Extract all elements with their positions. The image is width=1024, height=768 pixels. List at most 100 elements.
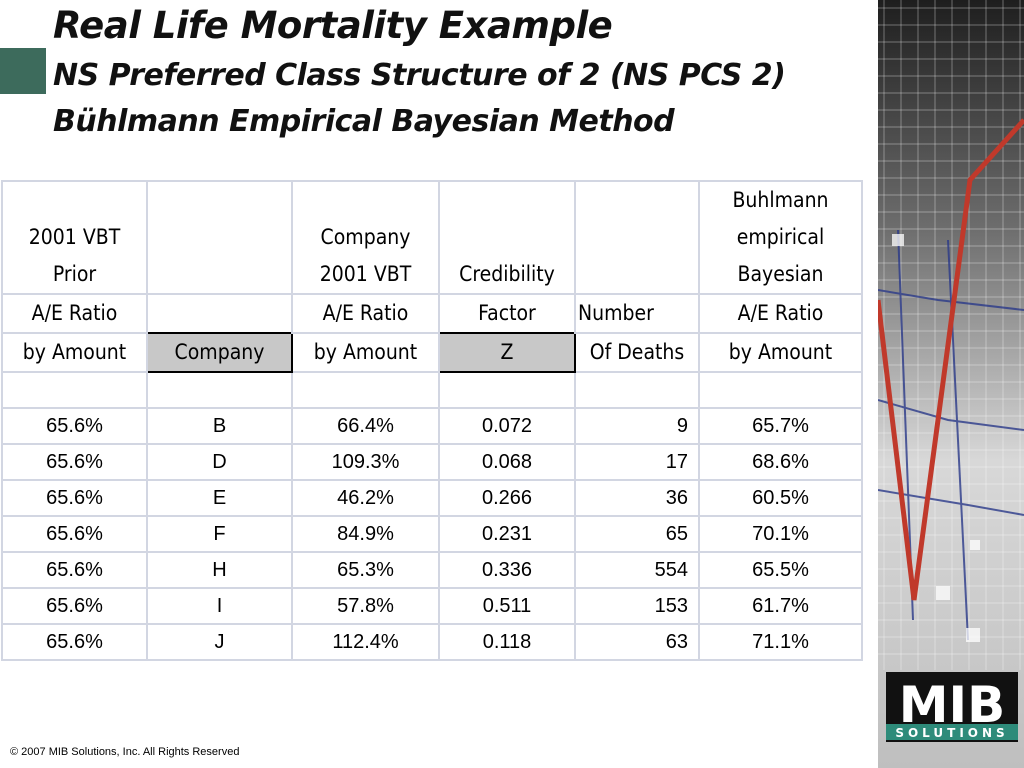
spacer-row bbox=[1, 371, 863, 409]
table-cell: 65.6% bbox=[1, 551, 148, 589]
table-cell: 65.6% bbox=[1, 407, 148, 445]
table-cell: 46.2% bbox=[291, 479, 440, 517]
table-cell: 65.6% bbox=[1, 587, 148, 625]
header-cell bbox=[574, 180, 700, 219]
table-cell: 0.511 bbox=[438, 587, 576, 625]
header-cell: A/E Ratio bbox=[698, 293, 863, 333]
empty-cell bbox=[574, 371, 700, 409]
empty-cell bbox=[698, 371, 863, 409]
header-cell bbox=[146, 219, 293, 256]
table-cell: 68.6% bbox=[698, 443, 863, 481]
header-cell: A/E Ratio bbox=[1, 293, 148, 333]
header-cell: Company bbox=[291, 219, 440, 256]
header-row: 2001 VBT Company empirical bbox=[1, 219, 863, 256]
table-cell: 65 bbox=[574, 515, 700, 553]
table-row: 65.6% E 46.2% 0.266 36 60.5% bbox=[1, 479, 863, 517]
header-cell: A/E Ratio bbox=[291, 293, 440, 333]
empty-cell bbox=[1, 371, 148, 409]
header-cell bbox=[291, 180, 440, 219]
table-cell: 70.1% bbox=[698, 515, 863, 553]
page-subtitle-method: Bühlmann Empirical Bayesian Method bbox=[53, 104, 675, 139]
table-cell: 9 bbox=[574, 407, 700, 445]
header-cell bbox=[438, 180, 576, 219]
chart-grid-graphic: MIB SOLUTIONS bbox=[878, 0, 1024, 768]
table-row: 65.6% D 109.3% 0.068 17 68.6% bbox=[1, 443, 863, 481]
mortality-table: Buhlmann 2001 VBT Company empirical Prio… bbox=[1, 180, 863, 661]
logo-subtext: SOLUTIONS bbox=[895, 726, 1008, 740]
table-cell: I bbox=[146, 587, 293, 625]
header-row: Prior 2001 VBT Credibility Bayesian bbox=[1, 256, 863, 294]
table-cell: 36 bbox=[574, 479, 700, 517]
table-cell: 60.5% bbox=[698, 479, 863, 517]
header-row: Buhlmann bbox=[1, 180, 863, 219]
empty-cell bbox=[291, 371, 440, 409]
table-cell: 153 bbox=[574, 587, 700, 625]
copyright-notice: © 2007 MIB Solutions, Inc. All Rights Re… bbox=[10, 746, 240, 758]
header-cell: by Amount bbox=[1, 332, 148, 373]
header-row: by Amount Company by Amount Z Of Deaths … bbox=[1, 332, 863, 373]
table-cell: 0.072 bbox=[438, 407, 576, 445]
header-row: A/E Ratio A/E Ratio Factor Number A/E Ra… bbox=[1, 293, 863, 333]
table-cell: 0.068 bbox=[438, 443, 576, 481]
header-cell: 2001 VBT bbox=[1, 219, 148, 256]
table-row: 65.6% B 66.4% 0.072 9 65.7% bbox=[1, 407, 863, 445]
table-cell: 84.9% bbox=[291, 515, 440, 553]
header-cell: Buhlmann bbox=[698, 180, 863, 219]
table-cell: 112.4% bbox=[291, 623, 440, 661]
table-cell: H bbox=[146, 551, 293, 589]
table-cell: 554 bbox=[574, 551, 700, 589]
header-cell: Credibility bbox=[438, 256, 576, 294]
table-row: 65.6% I 57.8% 0.511 153 61.7% bbox=[1, 587, 863, 625]
header-cell: 2001 VBT bbox=[291, 256, 440, 294]
header-cell-z: Z bbox=[438, 332, 576, 373]
header-cell: by Amount bbox=[291, 332, 440, 373]
table-cell: 65.7% bbox=[698, 407, 863, 445]
table-cell: 65.5% bbox=[698, 551, 863, 589]
table-cell: 63 bbox=[574, 623, 700, 661]
table-cell: 109.3% bbox=[291, 443, 440, 481]
table-cell: 65.6% bbox=[1, 479, 148, 517]
table-cell: 0.266 bbox=[438, 479, 576, 517]
table-cell: B bbox=[146, 407, 293, 445]
table-cell: 65.6% bbox=[1, 515, 148, 553]
table-cell: 71.1% bbox=[698, 623, 863, 661]
header-cell bbox=[146, 293, 293, 333]
table-cell: J bbox=[146, 623, 293, 661]
table-cell: 65.6% bbox=[1, 443, 148, 481]
header-cell: Of Deaths bbox=[574, 332, 700, 373]
table-cell: 17 bbox=[574, 443, 700, 481]
table-row: 65.6% H 65.3% 0.336 554 65.5% bbox=[1, 551, 863, 589]
table-cell: 0.336 bbox=[438, 551, 576, 589]
header-cell: Factor bbox=[438, 293, 576, 333]
table-cell: 65.3% bbox=[291, 551, 440, 589]
table-cell: 0.118 bbox=[438, 623, 576, 661]
header-cell bbox=[146, 180, 293, 219]
table-cell: D bbox=[146, 443, 293, 481]
table-row: 65.6% F 84.9% 0.231 65 70.1% bbox=[1, 515, 863, 553]
header-cell: Bayesian bbox=[698, 256, 863, 294]
table-body: 65.6% B 66.4% 0.072 9 65.7% 65.6% D 109.3% 0.068 1… bbox=[1, 407, 863, 661]
table-header: Buhlmann 2001 VBT Company empirical Prio… bbox=[1, 180, 863, 409]
accent-block bbox=[0, 48, 46, 94]
header-cell: Prior bbox=[1, 256, 148, 294]
table-cell: F bbox=[146, 515, 293, 553]
header-cell bbox=[574, 256, 700, 294]
header-cell bbox=[438, 219, 576, 256]
header-cell bbox=[146, 256, 293, 294]
header-cell bbox=[574, 219, 700, 256]
decorative-chart-panel: MIB SOLUTIONS bbox=[878, 0, 1024, 768]
table-row: 65.6% J 112.4% 0.118 63 71.1% bbox=[1, 623, 863, 661]
header-cell-company: Company bbox=[146, 332, 293, 373]
header-cell: empirical bbox=[698, 219, 863, 256]
table-cell: 0.231 bbox=[438, 515, 576, 553]
page-title: Real Life Mortality Example bbox=[53, 4, 613, 47]
table-cell: 57.8% bbox=[291, 587, 440, 625]
empty-cell bbox=[438, 371, 576, 409]
table-cell: 65.6% bbox=[1, 623, 148, 661]
header-cell bbox=[1, 180, 148, 219]
header-cell: Number bbox=[574, 293, 700, 333]
table-cell: 66.4% bbox=[291, 407, 440, 445]
empty-cell bbox=[146, 371, 293, 409]
page-subtitle-structure: NS Preferred Class Structure of 2 (NS PC… bbox=[53, 58, 786, 93]
header-cell: by Amount bbox=[698, 332, 863, 373]
